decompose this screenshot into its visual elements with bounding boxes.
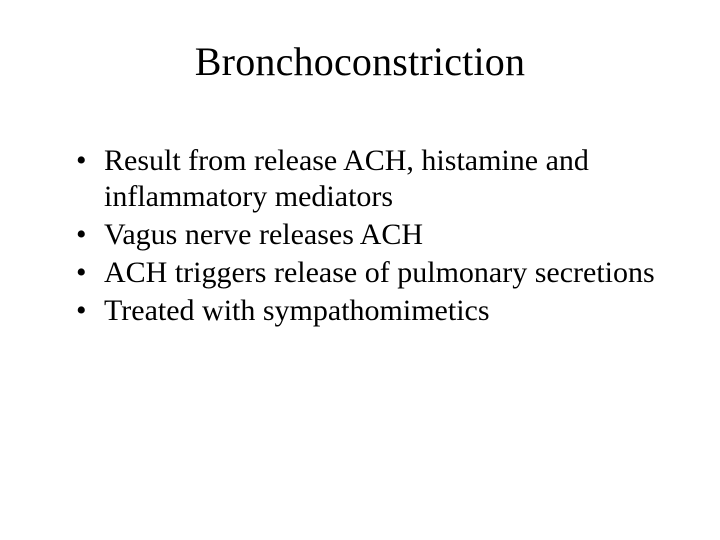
list-item: ACH triggers release of pulmonary secret…: [76, 255, 660, 291]
slide: Bronchoconstriction Result from release …: [0, 0, 720, 540]
list-item: Result from release ACH, histamine and i…: [76, 143, 660, 215]
slide-title: Bronchoconstriction: [60, 38, 660, 85]
list-item: Treated with sympathomimetics: [76, 293, 660, 329]
list-item: Vagus nerve releases ACH: [76, 217, 660, 253]
bullet-list: Result from release ACH, histamine and i…: [60, 143, 660, 329]
